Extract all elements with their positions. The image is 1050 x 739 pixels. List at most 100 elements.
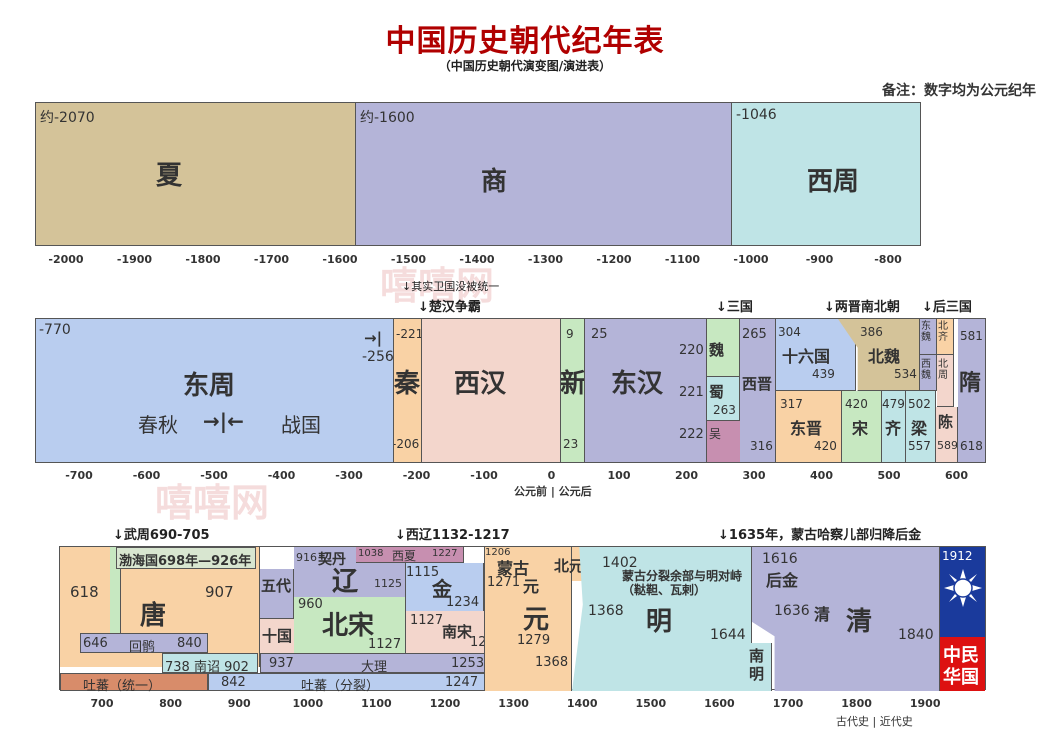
band2-tick-9: 200 bbox=[675, 469, 698, 482]
qidan-name: 契丹 bbox=[318, 552, 346, 568]
xin-end: 23 bbox=[563, 437, 579, 451]
ming-name: 明 bbox=[646, 607, 673, 637]
nansong-start: 1127 bbox=[410, 613, 444, 628]
block-sui: 581 隋 618 bbox=[958, 319, 985, 462]
beisong-name: 北宋 bbox=[322, 611, 375, 641]
block-wei: 魏 bbox=[707, 319, 740, 377]
sui-start: 581 bbox=[960, 329, 983, 343]
qin-start: -221 bbox=[396, 327, 422, 341]
yuan-end: 1368 bbox=[535, 655, 569, 670]
tubo-unified-label: 吐蕃（统一） bbox=[83, 679, 162, 694]
tubo-unified-box: 吐蕃（统一） bbox=[60, 673, 208, 694]
block-qi: 479 齐 bbox=[882, 391, 906, 462]
roc-name-line2: 华国 bbox=[943, 667, 979, 688]
block-shiguo: 十国 bbox=[260, 619, 300, 653]
block-xijin: 265 西晋 316 bbox=[740, 319, 776, 462]
xixia-end: 1227 bbox=[432, 548, 458, 559]
beizhou-name: 北周 bbox=[938, 359, 948, 381]
qin-end: -206 bbox=[394, 437, 420, 451]
dali-start: 937 bbox=[269, 656, 294, 671]
xin-name: 新 bbox=[561, 369, 585, 399]
liao-end: 1125 bbox=[374, 577, 402, 590]
band3-tick-6: 1300 bbox=[498, 697, 529, 710]
dongjin-name: 东晋 bbox=[790, 419, 823, 438]
huihu-name: 回鹘 bbox=[129, 640, 156, 655]
ming-s2: 1402 bbox=[602, 555, 638, 571]
block-xixia: 1038 西夏 1227 bbox=[356, 547, 464, 563]
xizhou-start: -1046 bbox=[736, 107, 777, 123]
band1-tick-11: -900 bbox=[805, 253, 834, 266]
menggu-name: 蒙古 bbox=[497, 559, 530, 578]
ann-houjin: ↓1635年，蒙古哈察儿部归降后金 bbox=[718, 528, 922, 543]
shu-end: 263 bbox=[713, 403, 736, 417]
shiguo-name: 十国 bbox=[262, 627, 293, 645]
dongzhou-name: 东周 bbox=[183, 371, 236, 401]
band1-tick-6: -1400 bbox=[459, 253, 495, 266]
shang-start: 约-1600 bbox=[360, 110, 415, 126]
block-xizhou: -1046 西周 bbox=[732, 103, 920, 245]
block-ming: 1402 蒙古分裂余部与明对峙（鞑靼、瓦剌） 1368 明 1644 bbox=[572, 547, 752, 691]
block-chen: 陈 589 bbox=[936, 407, 958, 462]
beiwei-end: 534 bbox=[894, 367, 917, 381]
shu-start: 221 bbox=[679, 385, 704, 400]
xin-start: 9 bbox=[566, 327, 574, 341]
band3-tick-9: 1600 bbox=[704, 697, 735, 710]
nansong-name: 南宋 bbox=[442, 623, 473, 641]
band-2: -770 东周 春秋 →|← 战国 →| -256 -221 秦 -206 西汉… bbox=[35, 318, 986, 463]
band2-tick-7: 0 bbox=[547, 469, 556, 482]
block-roc: 1912 中民 华国 bbox=[940, 547, 985, 691]
block-jin: 1115 金 1234 bbox=[406, 563, 484, 611]
band-1: 约-2070 夏 约-1600 商 -1046 西周 bbox=[35, 102, 921, 246]
song-start: 420 bbox=[845, 397, 868, 411]
beiwei-name: 北魏 bbox=[868, 347, 901, 366]
xiwei-name: 西魏 bbox=[921, 359, 931, 381]
band1-tick-5: -1500 bbox=[390, 253, 427, 266]
beiqi-name: 北齐 bbox=[938, 321, 948, 343]
shiliuguo-start: 304 bbox=[778, 325, 801, 339]
ann-housanguo: ↓后三国 bbox=[922, 300, 972, 315]
block-qin: -221 秦 -206 bbox=[394, 319, 422, 462]
band2-tick-10: 300 bbox=[742, 469, 766, 482]
band2-tick-12: 500 bbox=[877, 469, 901, 482]
yuan-name: 元 bbox=[523, 605, 550, 635]
shang-name: 商 bbox=[481, 167, 508, 197]
block-xin: 9 新 23 bbox=[561, 319, 585, 462]
block-dongwei: 东魏 bbox=[920, 319, 937, 355]
band3-tick-2: 900 bbox=[227, 697, 251, 710]
qin-name: 秦 bbox=[394, 369, 421, 399]
tubo-split-name: 吐蕃（分裂） bbox=[301, 679, 380, 694]
nanming-name: 南明 bbox=[749, 647, 765, 683]
chen-name: 陈 bbox=[938, 413, 954, 431]
beiwei-start: 386 bbox=[860, 325, 883, 339]
xijin-start: 265 bbox=[742, 327, 767, 342]
band1-tick-1: -1900 bbox=[116, 253, 153, 266]
chunqiu-zhanguo-divider: →|← bbox=[203, 409, 244, 433]
band3-tick-11: 1800 bbox=[841, 697, 872, 710]
chen-end: 589 bbox=[937, 439, 958, 452]
liao-name: 辽 bbox=[332, 567, 359, 597]
qing-start: 1636 bbox=[774, 603, 810, 619]
tubo-split-start: 842 bbox=[221, 675, 246, 690]
page-title: 中国历史朝代纪年表 bbox=[385, 24, 665, 59]
sui-end: 618 bbox=[960, 439, 983, 453]
tang-start: 618 bbox=[70, 583, 99, 601]
shiliuguo-end: 439 bbox=[812, 367, 835, 381]
donghan-end: 220 bbox=[679, 343, 704, 358]
beisong-end: 1127 bbox=[368, 637, 402, 652]
split-year: -256 bbox=[362, 349, 394, 365]
wei-name: 魏 bbox=[709, 341, 725, 359]
xia-name: 夏 bbox=[156, 161, 183, 191]
band2-tick-0: -700 bbox=[65, 469, 93, 482]
block-beisong: 960 北宋 1127 bbox=[294, 597, 406, 653]
band3-tick-4: 1100 bbox=[361, 697, 392, 710]
page-subtitle: （中国历史朝代演变图/演进表） bbox=[438, 59, 612, 73]
nanzhao-label: 738 南诏 902 bbox=[165, 660, 249, 675]
band-3: 618 唐 907 渤海国698年—926年 646 回鹘 840 738 南诏… bbox=[59, 546, 986, 694]
ann-xiliao: ↓西辽1132-1217 bbox=[395, 528, 510, 543]
liang-end: 557 bbox=[908, 439, 931, 453]
block-xia: 约-2070 夏 bbox=[36, 103, 356, 245]
band3-tick-12: 1900 bbox=[909, 697, 941, 710]
block-shiliuguo: 304 十六国 439 bbox=[776, 319, 856, 391]
dongjin-end: 420 bbox=[814, 439, 837, 453]
block-donghan: 25 东汉 220 221 222 bbox=[585, 319, 707, 462]
